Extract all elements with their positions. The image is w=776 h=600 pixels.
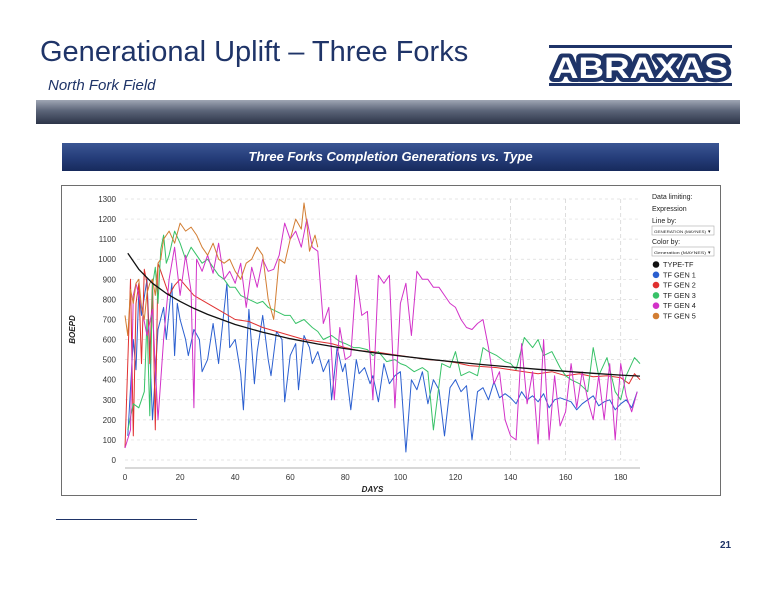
legend-entry: TYPE-TF (663, 260, 694, 269)
chart-header: Three Forks Completion Generations vs. T… (62, 143, 719, 171)
legend-entry: TF GEN 1 (663, 270, 696, 279)
y-tick-label: 800 (103, 295, 117, 304)
header-band (36, 100, 740, 124)
series-line-tf-gen-4 (124, 218, 638, 449)
chevron-down-icon: ▾ (708, 229, 711, 235)
x-tick-label: 0 (123, 473, 128, 482)
x-tick-label: 20 (176, 473, 185, 482)
series-line-type-tf (127, 252, 641, 377)
page-number: 21 (720, 540, 732, 551)
series-line-tf-gen-5 (124, 202, 319, 336)
legend-data-limiting-label: Data limiting: (652, 194, 693, 201)
legend-marker (652, 312, 660, 320)
x-tick-label: 40 (231, 473, 240, 482)
y-tick-label: 900 (103, 275, 117, 284)
slide-title: Generational Uplift – Three Forks (40, 36, 469, 68)
legend-color-by-value: Generation (MAYNES) (654, 250, 707, 255)
legend-entry: TF GEN 5 (663, 312, 696, 321)
chart-frame: 0 100 200 300 400 500 600 700 800 900 1000 1100 1200… (61, 185, 721, 496)
logo-text: ABRAXAS (553, 52, 728, 85)
chevron-down-icon: ▾ (708, 250, 711, 256)
y-tick-label: 600 (103, 336, 117, 345)
abraxas-logo: ABRAXAS (549, 45, 732, 89)
slide-subtitle: North Fork Field (48, 77, 156, 94)
legend-entry: TF GEN 4 (663, 301, 696, 310)
y-tick-label: 500 (103, 356, 117, 365)
legend-marker (652, 281, 660, 289)
series-line-tf-gen-1 (127, 278, 638, 453)
legend-marker (652, 302, 660, 309)
x-axis-label: DAYS (362, 485, 384, 494)
x-tick-label: 80 (341, 473, 350, 482)
legend-line-by-value: GENERATION (MAYNES) (654, 229, 707, 234)
y-tick-label: 700 (103, 315, 117, 324)
y-tick-label: 1100 (99, 235, 117, 244)
legend-color-by-label: Color by: (652, 239, 680, 246)
y-tick-label: 200 (103, 416, 117, 425)
legend-marker (652, 271, 660, 279)
legend-entry: TF GEN 3 (663, 291, 696, 300)
x-tick-label: 140 (504, 473, 518, 482)
y-axis-label: BOEPD (68, 315, 77, 344)
y-tick-label: 1300 (98, 195, 116, 204)
y-tick-label: 400 (103, 376, 117, 385)
legend-marker (652, 261, 660, 268)
x-tick-label: 60 (286, 473, 295, 482)
legend-color-by-select (651, 246, 715, 257)
legend-entry: TF GEN 2 (663, 281, 696, 290)
y-tick-label: 100 (103, 436, 117, 445)
y-tick-label: 1000 (98, 255, 116, 264)
x-tick-label: 180 (614, 473, 628, 482)
y-tick-label: 0 (112, 456, 117, 465)
legend-line-by-select (651, 225, 715, 236)
line-chart: 0100200300400500600700800900100011001200… (68, 194, 715, 494)
x-tick-label: 100 (394, 473, 408, 482)
legend-expression-label: Expression (652, 206, 687, 213)
x-tick-label: 160 (559, 473, 573, 482)
y-tick-label: 1200 (98, 215, 116, 224)
series-line-tf-gen-3 (127, 230, 641, 431)
legend-marker (652, 292, 660, 299)
legend-line-by-label: Line by: (652, 218, 677, 225)
x-tick-label: 120 (449, 473, 463, 482)
footnote-divider (56, 519, 197, 520)
y-tick-label: 300 (103, 396, 117, 405)
series-line-tf-gen-2 (124, 262, 641, 449)
